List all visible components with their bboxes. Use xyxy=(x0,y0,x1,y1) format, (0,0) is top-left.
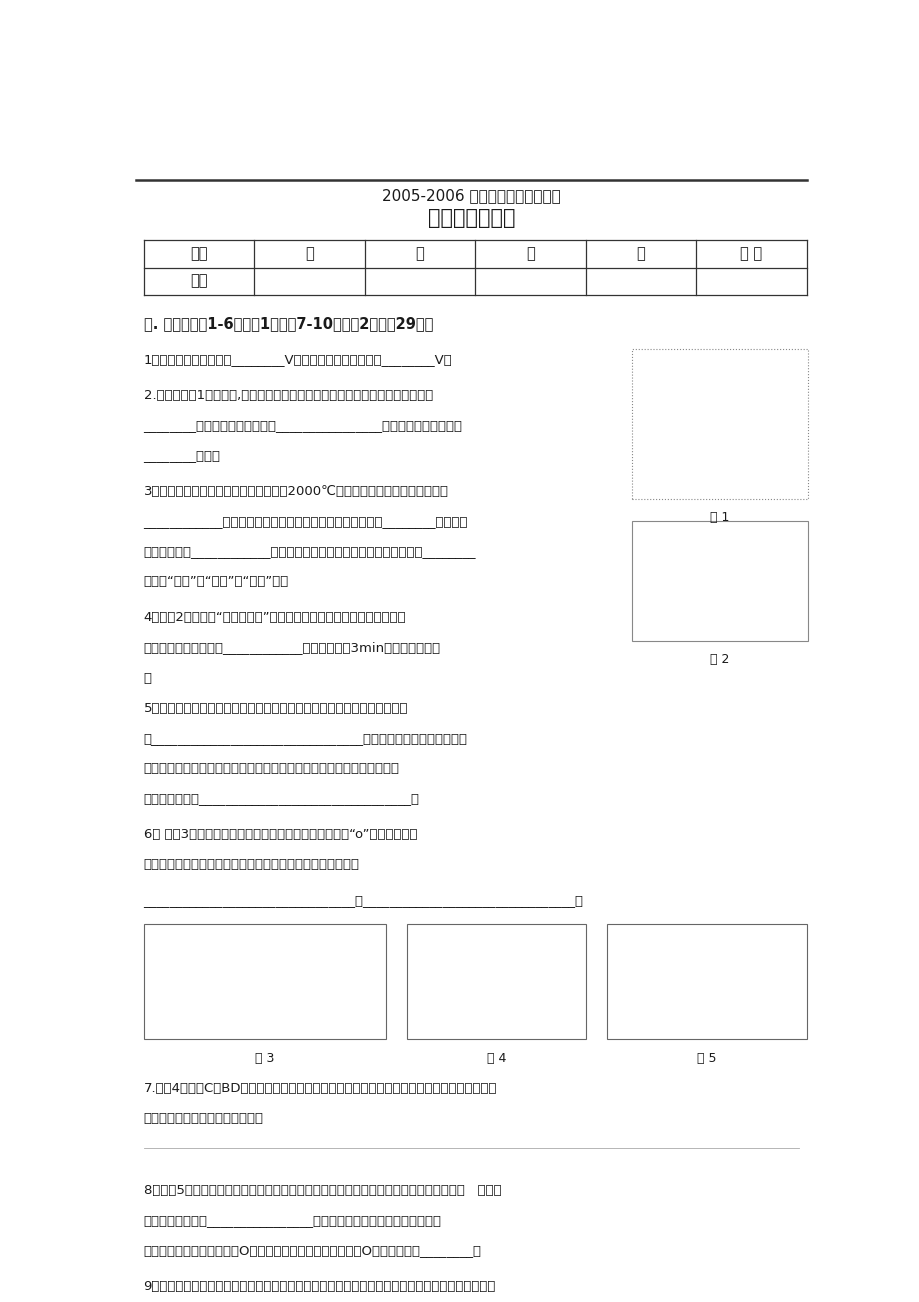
Text: 一. 填空题（第1-6题每空1分，第7-10题每空2分，计29分）: 一. 填空题（第1-6题每空1分，第7-10题每空2分，计29分） xyxy=(143,316,433,332)
Text: 图 2: 图 2 xyxy=(709,654,729,667)
Text: 图 3: 图 3 xyxy=(255,1052,274,1065)
Text: 3．白炍灯泡工作时，灯丝温度可以达到2000℃以上。用钟做灯丝，是因为钟的: 3．白炍灯泡工作时，灯丝温度可以达到2000℃以上。用钟做灯丝，是因为钟的 xyxy=(143,486,448,499)
Text: 2.仔细观察图1中的器材,你可以把它们分成两类：其中一类是用电器，另一类是: 2.仔细观察图1中的器材,你可以把它们分成两类：其中一类是用电器，另一类是 xyxy=(143,389,432,402)
Text: 4．如图2所示，在“观察水永腾”实验中，水在永腾时，温度计示数如图: 4．如图2所示，在“观察水永腾”实验中，水在永腾时，温度计示数如图 xyxy=(143,612,405,625)
Text: 1．一节干电池的电压是________V；我国家庭电路的电压是________V．: 1．一节干电池的电压是________V；我国家庭电路的电压是________V… xyxy=(143,353,452,366)
Text: 方式更省力？请你简要说明原因：: 方式更省力？请你简要说明原因： xyxy=(143,1112,263,1125)
Bar xyxy=(407,924,585,1039)
Text: 总 分: 总 分 xyxy=(740,246,762,262)
Text: 了________________________________；雨后天晴，荷叶上的水珠随: 了________________________________；雨后天晴，荷… xyxy=(143,732,467,745)
Text: 玻璃泡内表面____________所致。此时灯丝的电阵比起它还是新的时候________: 玻璃泡内表面____________所致。此时灯丝的电阵比起它还是新的时候___… xyxy=(143,546,475,559)
Text: 所示，此时水的永点为____________；若继续加炁3min，温度计的示数: 所示，此时水的永点为____________；若继续加炁3min，温度计的示数 xyxy=(143,642,440,655)
Text: 三: 三 xyxy=(526,246,534,262)
Text: 八年级物理试题: 八年级物理试题 xyxy=(427,208,515,228)
Text: 么，小李的肩头到重物挂点O的距离与大李的肩头到重物挂点O的距离之比是________。: 么，小李的肩头到重物挂点O的距离与大李的肩头到重物挂点O的距离之比是______… xyxy=(143,1243,481,1256)
Text: 7.如图4所示，C是BD的中点，用桩棒桩起大石头，垂直于桩棒向上、向下用力都可以，哪一种: 7.如图4所示，C是BD的中点，用桩棒桩起大石头，垂直于桩棒向上、向下用力都可以… xyxy=(143,1082,496,1095)
Text: 成绩: 成绩 xyxy=(190,273,208,289)
Text: 图 5: 图 5 xyxy=(697,1052,716,1065)
Text: 荷叶拂动而滚动不止，当两滴滚动的水珠相遇时，会汇合变成一滴较大的: 荷叶拂动而滚动不止，当两滴滚动的水珠相遇时，会汇合变成一滴较大的 xyxy=(143,762,399,775)
Text: 2005-2006 学年第二学期期末考试: 2005-2006 学年第二学期期末考试 xyxy=(381,189,561,203)
Bar xyxy=(143,924,386,1039)
Bar xyxy=(631,521,807,642)
Text: ：: ： xyxy=(143,672,152,685)
Text: 图 4: 图 4 xyxy=(486,1052,505,1065)
Text: 8．如图5所示，大李和小李用一根均匀的木棒抬重物。大李为了减轻小李的负担，他可以   （写出: 8．如图5所示，大李和小李用一根均匀的木棒抬重物。大李为了减轻小李的负担，他可以… xyxy=(143,1184,501,1197)
Text: 6． 如图3是搞运工人常用的一种搞运重物的方法。图中“o”表示圆棒，从: 6． 如图3是搞运工人常用的一种搞运重物的方法。图中“o”表示圆棒，从 xyxy=(143,828,416,841)
Text: 5．莲花湖荷花纽放的时候，距离很远的地方就能闻到荷香，这种现象说明: 5．莲花湖荷花纽放的时候，距离很远的地方就能闻到荷香，这种现象说明 xyxy=(143,702,408,715)
Text: 水滴，这说明：________________________________。: 水滴，这说明：________________________________。 xyxy=(143,792,419,805)
Text: 题号: 题号 xyxy=(190,246,208,262)
Text: 一种合理的做法）________________；假如大李要承担五分之三的力，那: 一种合理的做法）________________；假如大李要承担五分之三的力，那 xyxy=(143,1213,441,1226)
Text: 图中可看到搞运工人用到了某些物理知识，请列举其中两个：: 图中可看到搞运工人用到了某些物理知识，请列举其中两个： xyxy=(143,858,359,871)
Text: 二: 二 xyxy=(415,246,424,262)
Text: 四: 四 xyxy=(636,246,644,262)
Text: 图 1: 图 1 xyxy=(709,512,729,525)
Bar xyxy=(607,924,806,1039)
Text: ________，它在电路中的作用是________________，在电路图中可用符号: ________，它在电路中的作用是________________，在电路图中… xyxy=(143,419,462,432)
Bar xyxy=(631,349,807,499)
Text: （选填“变大”、“变小”或“不变”）。: （选填“变大”、“变小”或“不变”）。 xyxy=(143,575,289,589)
Text: 9．端午节，小霞和小冬帮妈妈煮粽子。煮粽子的水烧开后，小霞认为要继续将火烧得很旺，使锅内: 9．端午节，小霞和小冬帮妈妈煮粽子。煮粽子的水烧开后，小霞认为要继续将火烧得很旺… xyxy=(143,1280,495,1293)
Text: 一: 一 xyxy=(304,246,313,262)
Text: ____________高。用久的灯泡壁会发黑，这主要是由于钟先________，然后在: ____________高。用久的灯泡壁会发黑，这主要是由于钟先________… xyxy=(143,516,468,529)
Text: ________________________________：________________________________。: ________________________________：_______… xyxy=(143,894,583,907)
Text: ________表示．: ________表示． xyxy=(143,449,221,462)
